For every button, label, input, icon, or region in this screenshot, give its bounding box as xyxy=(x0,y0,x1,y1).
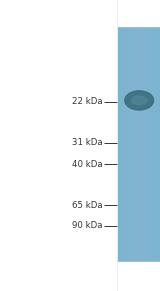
Bar xyxy=(129,26,150,262)
Bar xyxy=(131,26,147,262)
Text: 40 kDa: 40 kDa xyxy=(72,160,102,169)
Bar xyxy=(118,0,160,291)
Bar xyxy=(126,26,152,262)
Bar xyxy=(137,26,142,262)
Bar xyxy=(121,26,157,262)
Text: 65 kDa: 65 kDa xyxy=(72,201,102,210)
Bar xyxy=(124,26,155,262)
Ellipse shape xyxy=(131,96,147,105)
Text: 22 kDa: 22 kDa xyxy=(72,97,102,106)
Text: 90 kDa: 90 kDa xyxy=(72,221,102,230)
Text: 31 kDa: 31 kDa xyxy=(72,138,102,147)
Ellipse shape xyxy=(125,91,154,110)
Bar xyxy=(118,262,160,291)
Bar xyxy=(118,0,160,26)
Bar xyxy=(134,26,144,262)
Bar xyxy=(118,26,160,262)
